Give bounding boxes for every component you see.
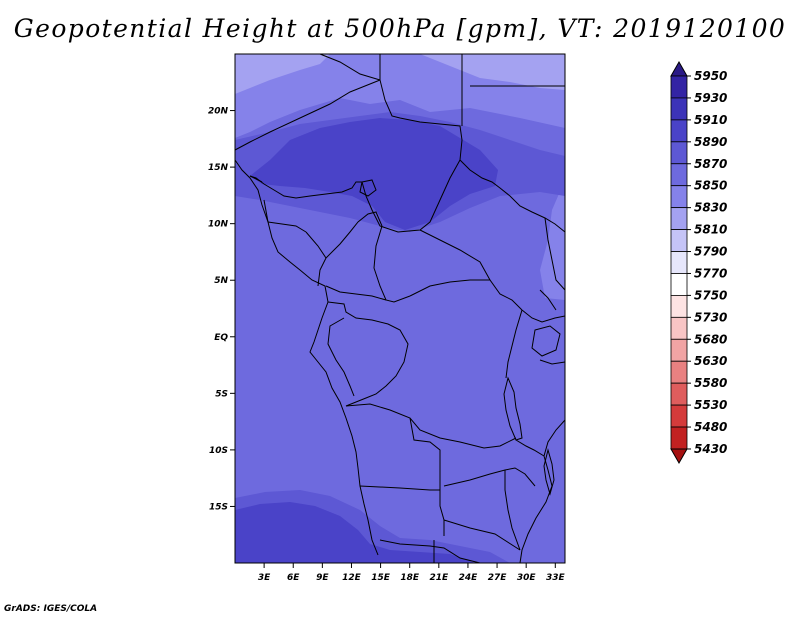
colorbar-swatch [670, 382, 688, 406]
colorbar-label: 5770 [694, 266, 727, 280]
colorbar-label: 5950 [694, 69, 727, 83]
colorbar-swatch [670, 294, 688, 318]
lat-tick-label: 20N [208, 107, 229, 117]
colorbar-label: 5810 [694, 223, 727, 237]
colorbar-swatch [670, 251, 688, 274]
lon-tick-label: 3E [258, 573, 271, 583]
colorbar-swatch [670, 207, 688, 230]
colorbar-swatch [670, 273, 688, 296]
colorbar-label: 5910 [694, 113, 727, 127]
colorbar-swatch [670, 163, 688, 187]
geopotential-field [235, 54, 565, 563]
colorbar-label: 5750 [694, 288, 727, 302]
lon-tick-label: 30E [517, 573, 537, 583]
lake-chad [359, 179, 377, 197]
colorbar-swatch [670, 360, 688, 384]
field-5890-south [235, 502, 475, 563]
lat-tick-label: 5N [214, 276, 228, 286]
colorbar-label: 5480 [694, 420, 727, 434]
colorbar-swatch [670, 119, 688, 143]
lat-tick-label: 5S [215, 389, 228, 399]
colorbar-top-triangle [670, 60, 688, 77]
colorbar-label: 5830 [694, 201, 727, 215]
lon-tick-label: 24E [459, 573, 479, 583]
lon-tick-label: 27E [488, 573, 508, 583]
colorbar-label: 5680 [694, 332, 727, 346]
lon-tick-label: 15E [371, 573, 391, 583]
country-borders [234, 53, 566, 564]
colorbar-label: 5730 [694, 310, 727, 324]
colorbar-swatch [670, 75, 688, 99]
colorbar-swatch [670, 316, 688, 340]
grads-credit: GrADS: IGES/COLA [4, 604, 98, 614]
colorbar-label: 5580 [694, 376, 727, 390]
field-5810-north [235, 54, 565, 94]
colorbar-swatch [670, 97, 688, 121]
lon-tick-label: 33E [546, 573, 566, 583]
colorbar-label: 5930 [694, 91, 727, 105]
field-5830-east [540, 180, 565, 300]
colorbar-bottom-triangle [670, 448, 688, 464]
colorbar-label: 5870 [694, 157, 727, 171]
lon-tick-label: 12E [342, 573, 362, 583]
lon-tick-label: 21E [429, 573, 449, 583]
colorbar-label: 5890 [694, 135, 727, 149]
colorbar: 5950 5930 5910 5890 5870 5850 5830 5810 5790 5770… [670, 60, 727, 464]
lake-victoria [531, 325, 561, 357]
colorbar-label: 5790 [694, 245, 727, 259]
lat-tick-label: EQ [214, 333, 228, 343]
lake-tanganyika [503, 376, 523, 441]
axis-ticks: 20N 15N 10N 5N EQ 5S 10S 15S 3E 6E 9E 12E 15E 18E 21E 2… [208, 107, 566, 583]
colorbar-label: 5430 [694, 442, 727, 456]
colorbar-swatch [670, 404, 688, 428]
lat-tick-label: 10N [208, 220, 229, 230]
colorbar-swatch [670, 426, 688, 450]
lon-tick-label: 6E [287, 573, 300, 583]
colorbar-label: 5630 [694, 354, 727, 368]
lat-tick-label: 15S [209, 502, 228, 512]
colorbar-swatch [670, 229, 688, 252]
colorbar-swatch [670, 185, 688, 209]
lake-malawi [543, 448, 555, 496]
lon-tick-label: 18E [400, 573, 420, 583]
chart-title: Geopotential Height at 500hPa [gpm], VT:… [13, 14, 787, 43]
field-5890-sahel [250, 118, 498, 230]
lat-tick-label: 10S [209, 446, 228, 456]
lon-tick-label: 9E [316, 573, 329, 583]
colorbar-swatch [670, 338, 688, 362]
colorbar-label: 5530 [694, 398, 727, 412]
map-frame [234, 53, 566, 564]
colorbar-label: 5850 [694, 179, 727, 193]
lat-tick-label: 15N [208, 163, 229, 173]
colorbar-swatch [670, 141, 688, 165]
